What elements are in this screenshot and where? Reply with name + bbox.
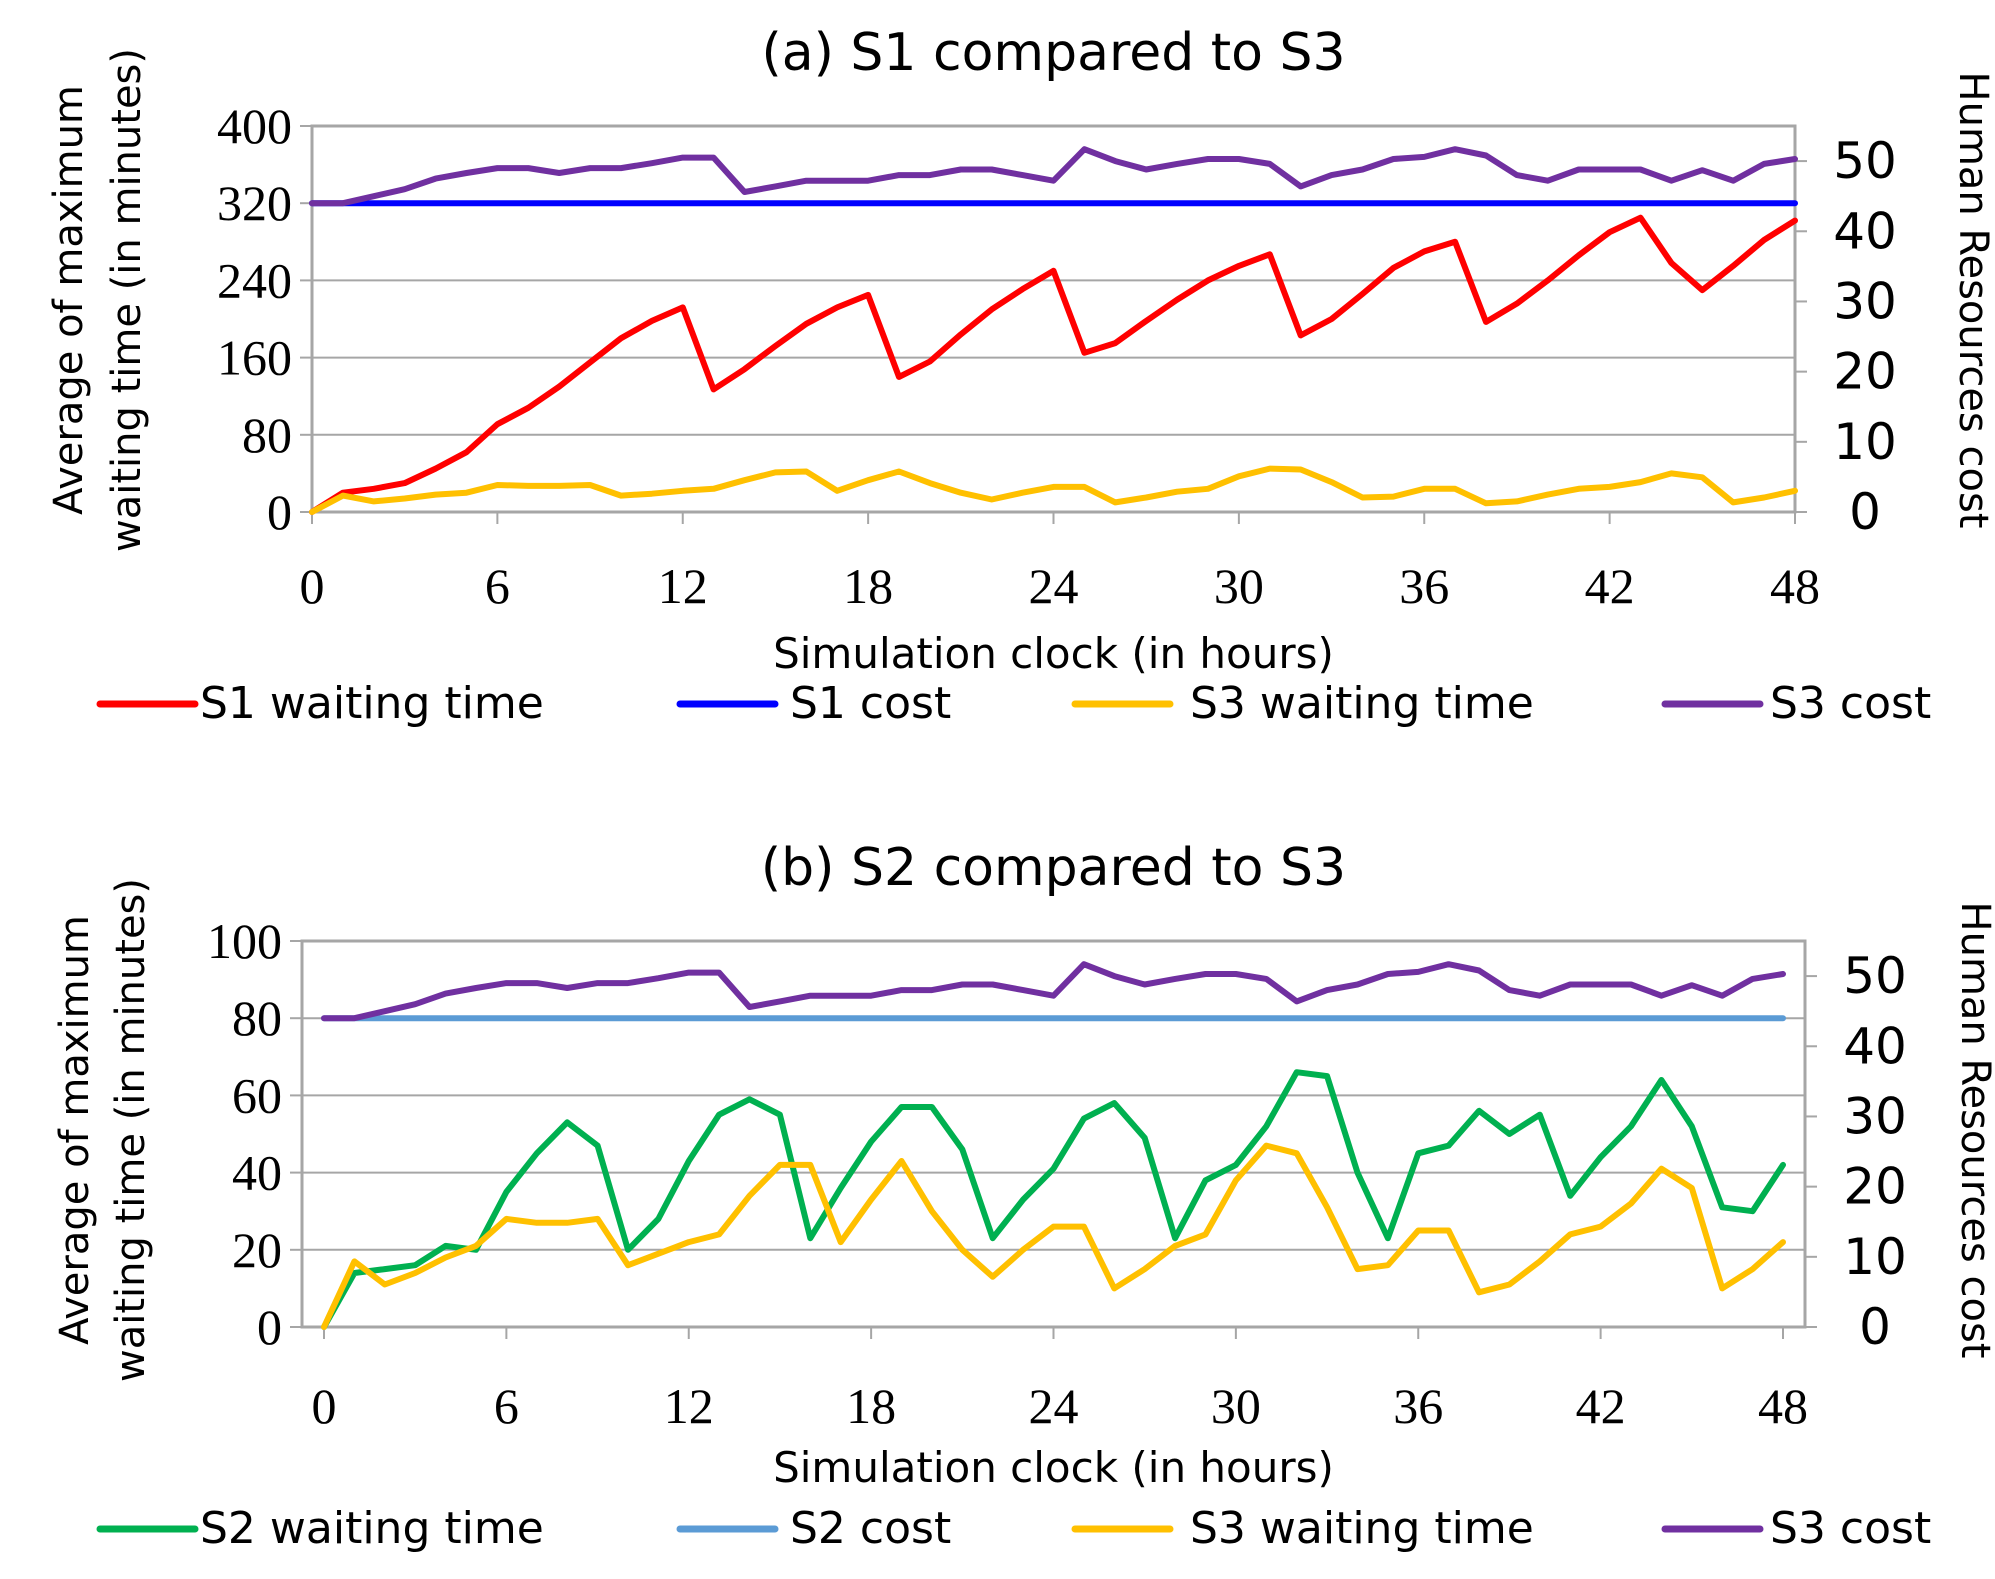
x-tick-label: 6 (485, 558, 510, 614)
x-tick-label: 42 (1576, 1378, 1626, 1434)
x-tick-label: 30 (1214, 558, 1264, 614)
y-tick-label: 20 (232, 1222, 282, 1278)
y-tick-label: 320 (217, 175, 292, 231)
y2-tick-label: 50 (1843, 947, 1907, 1005)
y2-axis-title: Human Resources cost (1952, 902, 1995, 1359)
chart-title: (a) S1 compared to S3 (761, 23, 1345, 83)
legend-label-s1-waiting-time: S1 waiting time (200, 678, 544, 729)
x-tick-label: 6 (494, 1378, 519, 1434)
y2-tick-label: 30 (1843, 1087, 1907, 1145)
y2-tick-label: 50 (1833, 132, 1897, 190)
y2-tick-label: 10 (1833, 413, 1897, 471)
legend-label-s1-cost: S1 cost (790, 678, 951, 729)
legend-label-s3-waiting-time: S3 waiting time (1190, 1503, 1534, 1554)
y2-tick-label: 40 (1833, 202, 1897, 260)
x-tick-label: 12 (658, 558, 708, 614)
x-tick-label: 18 (843, 558, 893, 614)
y-tick-label: 60 (232, 1067, 282, 1123)
y2-tick-label: 10 (1843, 1228, 1907, 1286)
y-axis-title: waiting time (in minutes) (108, 878, 154, 1382)
y-tick-label: 240 (217, 252, 292, 308)
x-axis-title: Simulation clock (in hours) (773, 629, 1334, 678)
x-tick-label: 18 (846, 1378, 896, 1434)
y2-tick-label: 20 (1833, 343, 1897, 401)
y-tick-label: 400 (217, 98, 292, 154)
y-tick-label: 100 (207, 913, 282, 969)
y-tick-label: 80 (232, 990, 282, 1046)
y-axis-title: Average of maximum (52, 915, 98, 1345)
x-tick-label: 0 (300, 558, 325, 614)
y2-tick-label: 30 (1833, 272, 1897, 330)
x-tick-label: 24 (1029, 558, 1079, 614)
chart-panel-a: (a) S1 compared to S30801602403204000102… (46, 23, 1995, 729)
y-tick-label: 40 (232, 1145, 282, 1201)
series-line-s3-waiting-time (309, 465, 1798, 515)
y-tick-label: 0 (257, 1299, 282, 1355)
x-tick-label: 48 (1770, 558, 1820, 614)
plot-frame (310, 124, 1797, 514)
legend-label-s2-cost: S2 cost (790, 1503, 951, 1554)
y2-tick-label: 20 (1843, 1158, 1907, 1216)
x-axis-title: Simulation clock (in hours) (773, 1443, 1334, 1492)
chart-title: (b) S2 compared to S3 (761, 838, 1346, 898)
x-tick-label: 36 (1399, 558, 1449, 614)
x-tick-label: 30 (1211, 1378, 1261, 1434)
x-tick-label: 36 (1393, 1378, 1443, 1434)
y2-tick-label: 0 (1859, 1298, 1891, 1356)
chart-panel-b: (b) S2 compared to S30204060801000102030… (52, 838, 1995, 1554)
series-line-s3-cost (321, 961, 1786, 1022)
x-tick-label: 42 (1585, 558, 1635, 614)
legend-label-s2-waiting-time: S2 waiting time (200, 1503, 544, 1554)
y2-axis-title: Human Resources cost (1950, 72, 1995, 529)
x-tick-label: 48 (1758, 1378, 1808, 1434)
y2-tick-label: 40 (1843, 1017, 1907, 1075)
series-line-s1-waiting-time (309, 214, 1798, 515)
y-tick-label: 160 (217, 330, 292, 386)
y-tick-label: 0 (267, 484, 292, 540)
legend-label-s3-cost: S3 cost (1770, 678, 1931, 729)
y-axis-title: Average of maximum (46, 85, 92, 515)
series-line-s2-waiting-time (321, 1069, 1786, 1330)
legend-label-s3-waiting-time: S3 waiting time (1190, 678, 1534, 729)
legend-label-s3-cost: S3 cost (1770, 1503, 1931, 1554)
y-tick-label: 80 (242, 407, 292, 463)
y2-tick-label: 0 (1849, 483, 1881, 541)
y-axis-title: waiting time (in minutes) (104, 48, 150, 552)
x-tick-label: 24 (1029, 1378, 1079, 1434)
series-line-s3-cost (309, 146, 1798, 207)
x-tick-label: 0 (312, 1378, 337, 1434)
plot-frame (300, 939, 1807, 1329)
x-tick-label: 12 (664, 1378, 714, 1434)
series-line-s3-waiting-time (321, 1142, 1786, 1330)
